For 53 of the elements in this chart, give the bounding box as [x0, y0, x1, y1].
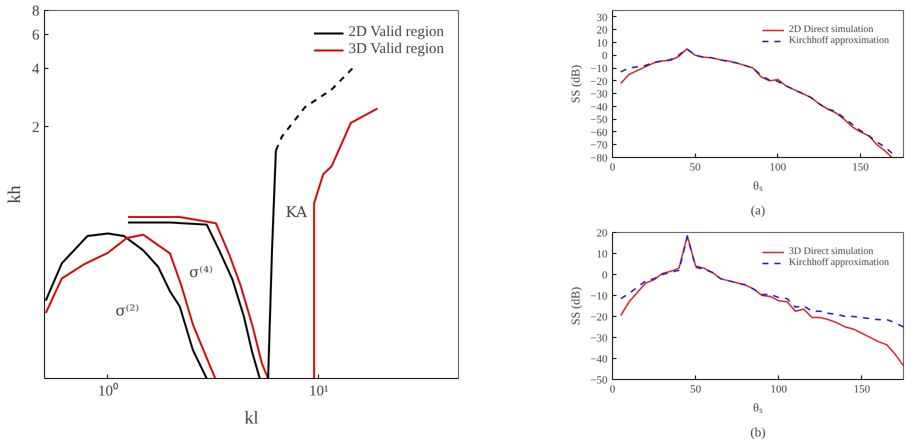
legend-label: 2D Direct simulation [788, 24, 874, 35]
y-tick-label: −30 [590, 332, 608, 344]
y-tick-label: 0 [602, 270, 608, 282]
y-tick-label: 2 [32, 120, 40, 136]
legend-label: Kirchhoff approximation [788, 257, 889, 268]
text: (a) [750, 202, 766, 218]
y-axis-title: kh [4, 186, 24, 204]
y-tick-label: 10 [596, 248, 608, 260]
y-tick-label: −50 [590, 114, 608, 126]
line-series [620, 234, 904, 367]
legend-label: 2D Valid region [348, 24, 444, 41]
annotation: σ⁽⁴⁾ [189, 262, 213, 281]
y-tick-label: 6 [32, 28, 40, 44]
y-tick-label: −40 [590, 101, 608, 114]
y-tick-label: −10 [590, 63, 608, 76]
y-tick-label: 30 [596, 12, 608, 24]
line-series [620, 236, 904, 328]
y-tick-label: −20 [590, 312, 608, 324]
x-axis-title: kl [244, 408, 259, 428]
legend-label: Kirchhoff approximation [788, 35, 889, 46]
y-tick-label: −60 [590, 126, 608, 139]
y-tick-label: −40 [590, 354, 608, 366]
x-tick-label: 50 [690, 162, 702, 174]
y-tick-label: 8 [32, 4, 40, 20]
y-tick-label: −20 [590, 76, 608, 88]
annotation: σ⁽²⁾ [115, 301, 140, 320]
y-tick-label: 4 [32, 62, 40, 78]
y-tick-label: 10 [596, 37, 608, 50]
y-tick-label: −70 [590, 140, 608, 152]
x-tick-label: 150 [852, 162, 870, 174]
y-axis-title: SS (dB) [568, 286, 582, 326]
y-tick-label: 0 [602, 50, 608, 62]
x-tick-label: 10¹ [309, 384, 329, 400]
legend-label: 3D Valid region [348, 41, 444, 58]
y-tick-label: −10 [590, 290, 608, 302]
x-tick-label: 50 [690, 384, 702, 396]
y-axis-title: SS (dB) [568, 64, 582, 104]
x-axis-title: θₛ [753, 178, 763, 192]
x-tick-label: 100 [770, 162, 787, 174]
x-axis-title: θₛ [753, 400, 763, 414]
y-tick-label: −30 [590, 88, 608, 101]
x-tick-label: 0 [610, 162, 616, 174]
legend-label: 3D Direct simulation [788, 246, 874, 257]
x-tick-label: 100 [770, 384, 788, 396]
x-tick-label: 10⁰ [98, 382, 118, 400]
annotation: KA [285, 203, 308, 222]
text: (b) [750, 424, 766, 440]
x-tick-label: 150 [854, 384, 871, 396]
y-tick-label: 20 [596, 228, 608, 240]
x-tick-label: 0 [610, 384, 616, 396]
y-tick-label: −50 [590, 374, 608, 386]
y-tick-label: 20 [596, 24, 608, 37]
y-tick-label: −80 [590, 152, 608, 164]
